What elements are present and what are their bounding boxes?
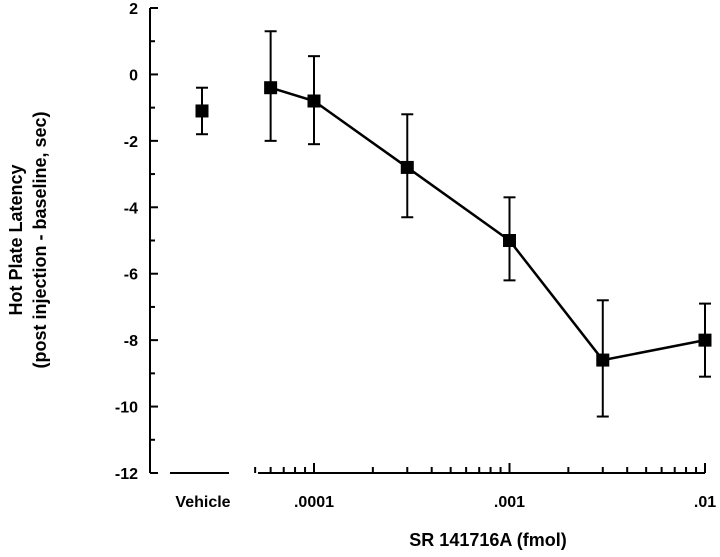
data-point xyxy=(503,234,516,247)
data-point xyxy=(307,94,321,108)
y-axis: 2 0 -2 -4 -6 -8 -10 -12 xyxy=(115,1,158,483)
vehicle-tick-label: Vehicle xyxy=(175,494,230,511)
data-point xyxy=(698,333,712,347)
y-tick-label: -6 xyxy=(124,267,138,284)
y-tick-label: -4 xyxy=(124,200,138,217)
data-point xyxy=(400,160,414,174)
data-point xyxy=(264,81,278,95)
y-axis-title-line1: Hot Plate Latency xyxy=(6,164,26,315)
y-tick-label: -8 xyxy=(124,333,138,350)
y-tick-label: -12 xyxy=(115,466,138,483)
y-tick-label: 2 xyxy=(129,1,138,18)
x-tick-label: .0001 xyxy=(294,494,334,511)
x-tick-label: .01 xyxy=(694,494,716,511)
y-tick-label: -2 xyxy=(124,134,138,151)
x-axis-title: SR 141716A (fmol) xyxy=(409,530,566,550)
y-tick-label: -10 xyxy=(115,400,138,417)
data-point xyxy=(596,353,610,367)
x-tick-label: .001 xyxy=(494,494,525,511)
series-line xyxy=(270,86,706,362)
vehicle-point xyxy=(195,104,209,118)
y-tick-label: 0 xyxy=(129,67,138,84)
y-axis-title-line2: (post injection - baseline, sec) xyxy=(30,111,50,368)
x-axis: .0001 .001 .01 Vehicle xyxy=(170,463,716,511)
plot-area xyxy=(195,30,712,418)
